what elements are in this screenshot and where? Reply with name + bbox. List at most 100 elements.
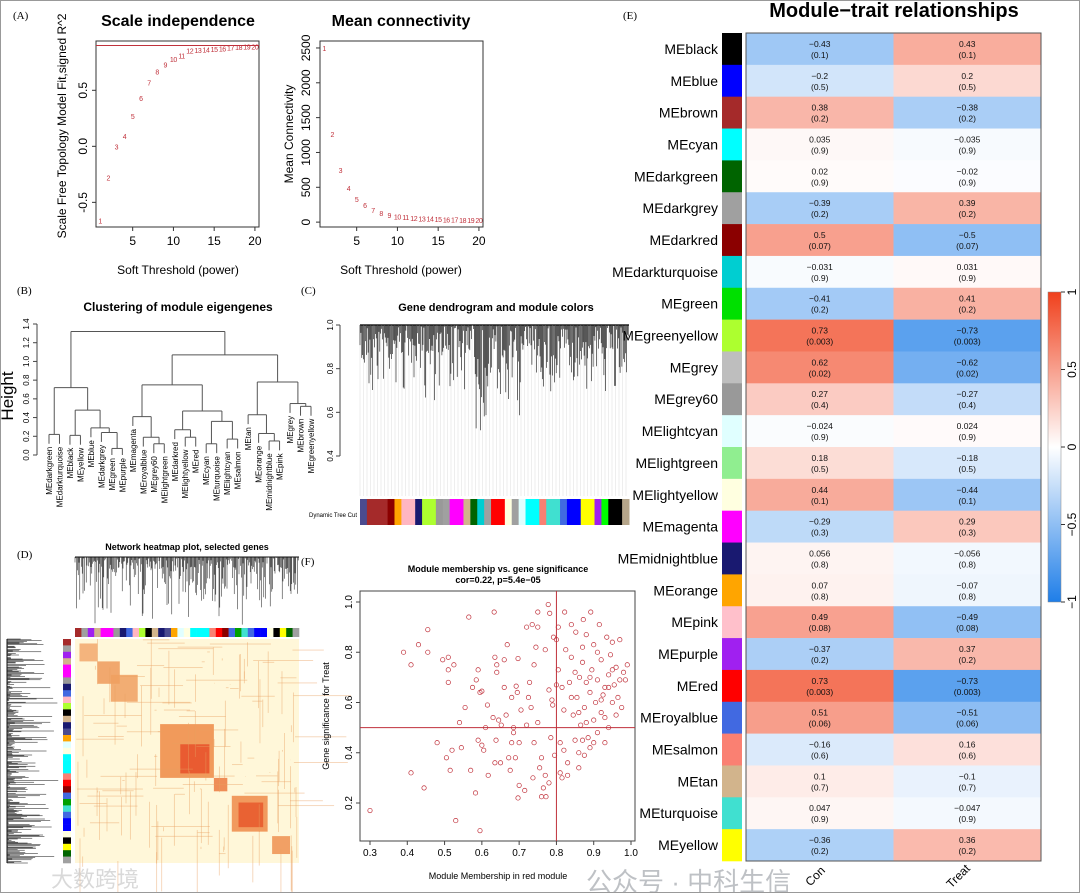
data-point xyxy=(572,737,578,743)
data-point xyxy=(583,632,589,638)
heatmap-cell xyxy=(893,415,1042,448)
module-color-block xyxy=(463,499,471,525)
p-value: (0.8) xyxy=(959,591,977,601)
module-color-block xyxy=(560,499,568,525)
module-color-block xyxy=(532,499,540,525)
data-point xyxy=(559,684,565,690)
leaf-label-memidnightblue: MEmidnightblue xyxy=(265,453,274,511)
y-tick-label: 0.8 xyxy=(22,374,31,386)
heatmap-cell xyxy=(893,160,1042,193)
row-label: MEgrey60 xyxy=(654,391,718,407)
data-point xyxy=(596,622,602,628)
heatmap-streak xyxy=(201,661,205,663)
heatmap-streak xyxy=(224,728,226,779)
data-point xyxy=(524,624,530,630)
heatmap-cell xyxy=(746,192,894,225)
row-label: MEmagenta xyxy=(643,519,719,535)
point-label: 16 xyxy=(219,46,226,53)
heatmap-streak xyxy=(278,789,279,833)
scale-independence-xlabel: Soft Threshold (power) xyxy=(117,263,239,277)
heatmap-streak xyxy=(168,650,170,705)
point-label: 8 xyxy=(155,69,159,76)
x-tick-label: 0.9 xyxy=(587,848,601,859)
leaf-label-megrey: MEgrey xyxy=(286,416,295,444)
data-point xyxy=(557,740,563,746)
heatmap-cell xyxy=(746,478,894,511)
heatmap-streak xyxy=(240,654,241,692)
heatmap-cell xyxy=(893,510,1042,543)
heatmap-cell xyxy=(746,542,894,575)
colorbar xyxy=(1047,291,1062,603)
top-module-color xyxy=(260,628,268,637)
heatmap-row-mebrown: MEbrown 0.38(0.2)−0.38(0.2) xyxy=(659,96,1042,129)
module-color-swatch xyxy=(722,669,742,703)
module-color-block xyxy=(504,499,513,525)
heatmap-cell xyxy=(893,606,1042,639)
p-value: (0.07) xyxy=(956,241,978,251)
heatmap-streak xyxy=(247,757,255,759)
top-module-color xyxy=(107,628,114,637)
heatmap-streak xyxy=(269,772,271,773)
left-module-color xyxy=(63,773,71,781)
data-point xyxy=(583,720,589,726)
point-label: 6 xyxy=(363,203,367,210)
leaf-label-medarkred: MEdarkred xyxy=(171,442,180,481)
p-value: (0.2) xyxy=(811,114,829,124)
heatmap-streak xyxy=(213,739,215,747)
top-module-color xyxy=(254,628,261,637)
heatmap-streak xyxy=(154,755,158,757)
data-point xyxy=(498,722,504,728)
data-point xyxy=(445,654,451,660)
data-point xyxy=(501,684,507,690)
heatmap-cell xyxy=(746,701,894,734)
x-tick-label: 0.8 xyxy=(549,848,563,859)
correlation-value: 0.38 xyxy=(811,103,828,113)
row-label: MEblack xyxy=(664,41,719,57)
p-value: (0.9) xyxy=(811,177,829,187)
data-point xyxy=(549,697,555,703)
heatmap-streak xyxy=(294,787,296,793)
heatmap-cell xyxy=(746,415,894,448)
data-point xyxy=(579,737,586,743)
top-module-color xyxy=(190,628,197,637)
heatmap-streak xyxy=(150,667,152,735)
leaf-label-melightyellow: MElightyellow xyxy=(181,449,190,498)
module-color-block xyxy=(573,499,582,525)
heatmap-streak xyxy=(162,702,192,704)
correlation-value: −0.16 xyxy=(809,740,831,750)
heatmap-streak xyxy=(258,660,259,709)
scale-independence-ylabel: Scale Free Topology Model Fit,signed R^2 xyxy=(55,13,69,238)
watermark-right: 公众号 · 中科生信 xyxy=(586,867,791,893)
heatmap-streak xyxy=(124,693,126,719)
x-tick-label: 10 xyxy=(391,234,405,248)
top-module-color xyxy=(151,628,159,637)
heatmap-streak xyxy=(122,780,125,781)
heatmap-streak xyxy=(79,838,81,892)
heatmap-streak xyxy=(281,671,283,715)
data-point xyxy=(580,617,586,623)
x-tick-label: 0.3 xyxy=(363,848,377,859)
data-point xyxy=(530,775,536,781)
data-point xyxy=(593,699,599,706)
data-point xyxy=(570,712,576,718)
heatmap-cell xyxy=(893,574,1042,607)
panel-letter-e: (E) xyxy=(623,10,637,22)
heatmap-cell xyxy=(746,574,894,607)
data-point xyxy=(445,679,451,685)
data-point xyxy=(537,765,543,771)
plot-frame xyxy=(359,590,636,842)
heatmap-cell xyxy=(746,733,894,766)
heatmap-streak xyxy=(86,759,88,778)
module-color-block xyxy=(601,499,609,525)
p-value: (0.9) xyxy=(811,432,829,442)
heatmap-streak xyxy=(278,750,280,782)
data-point xyxy=(528,704,534,711)
left-module-color xyxy=(63,799,71,806)
p-value: (0.2) xyxy=(811,305,829,315)
heatmap-streak xyxy=(277,771,279,824)
data-point xyxy=(622,677,628,683)
heatmap-streak xyxy=(114,685,116,745)
heatmap-streak xyxy=(253,660,314,661)
top-module-color xyxy=(145,628,153,637)
data-point xyxy=(585,735,591,741)
